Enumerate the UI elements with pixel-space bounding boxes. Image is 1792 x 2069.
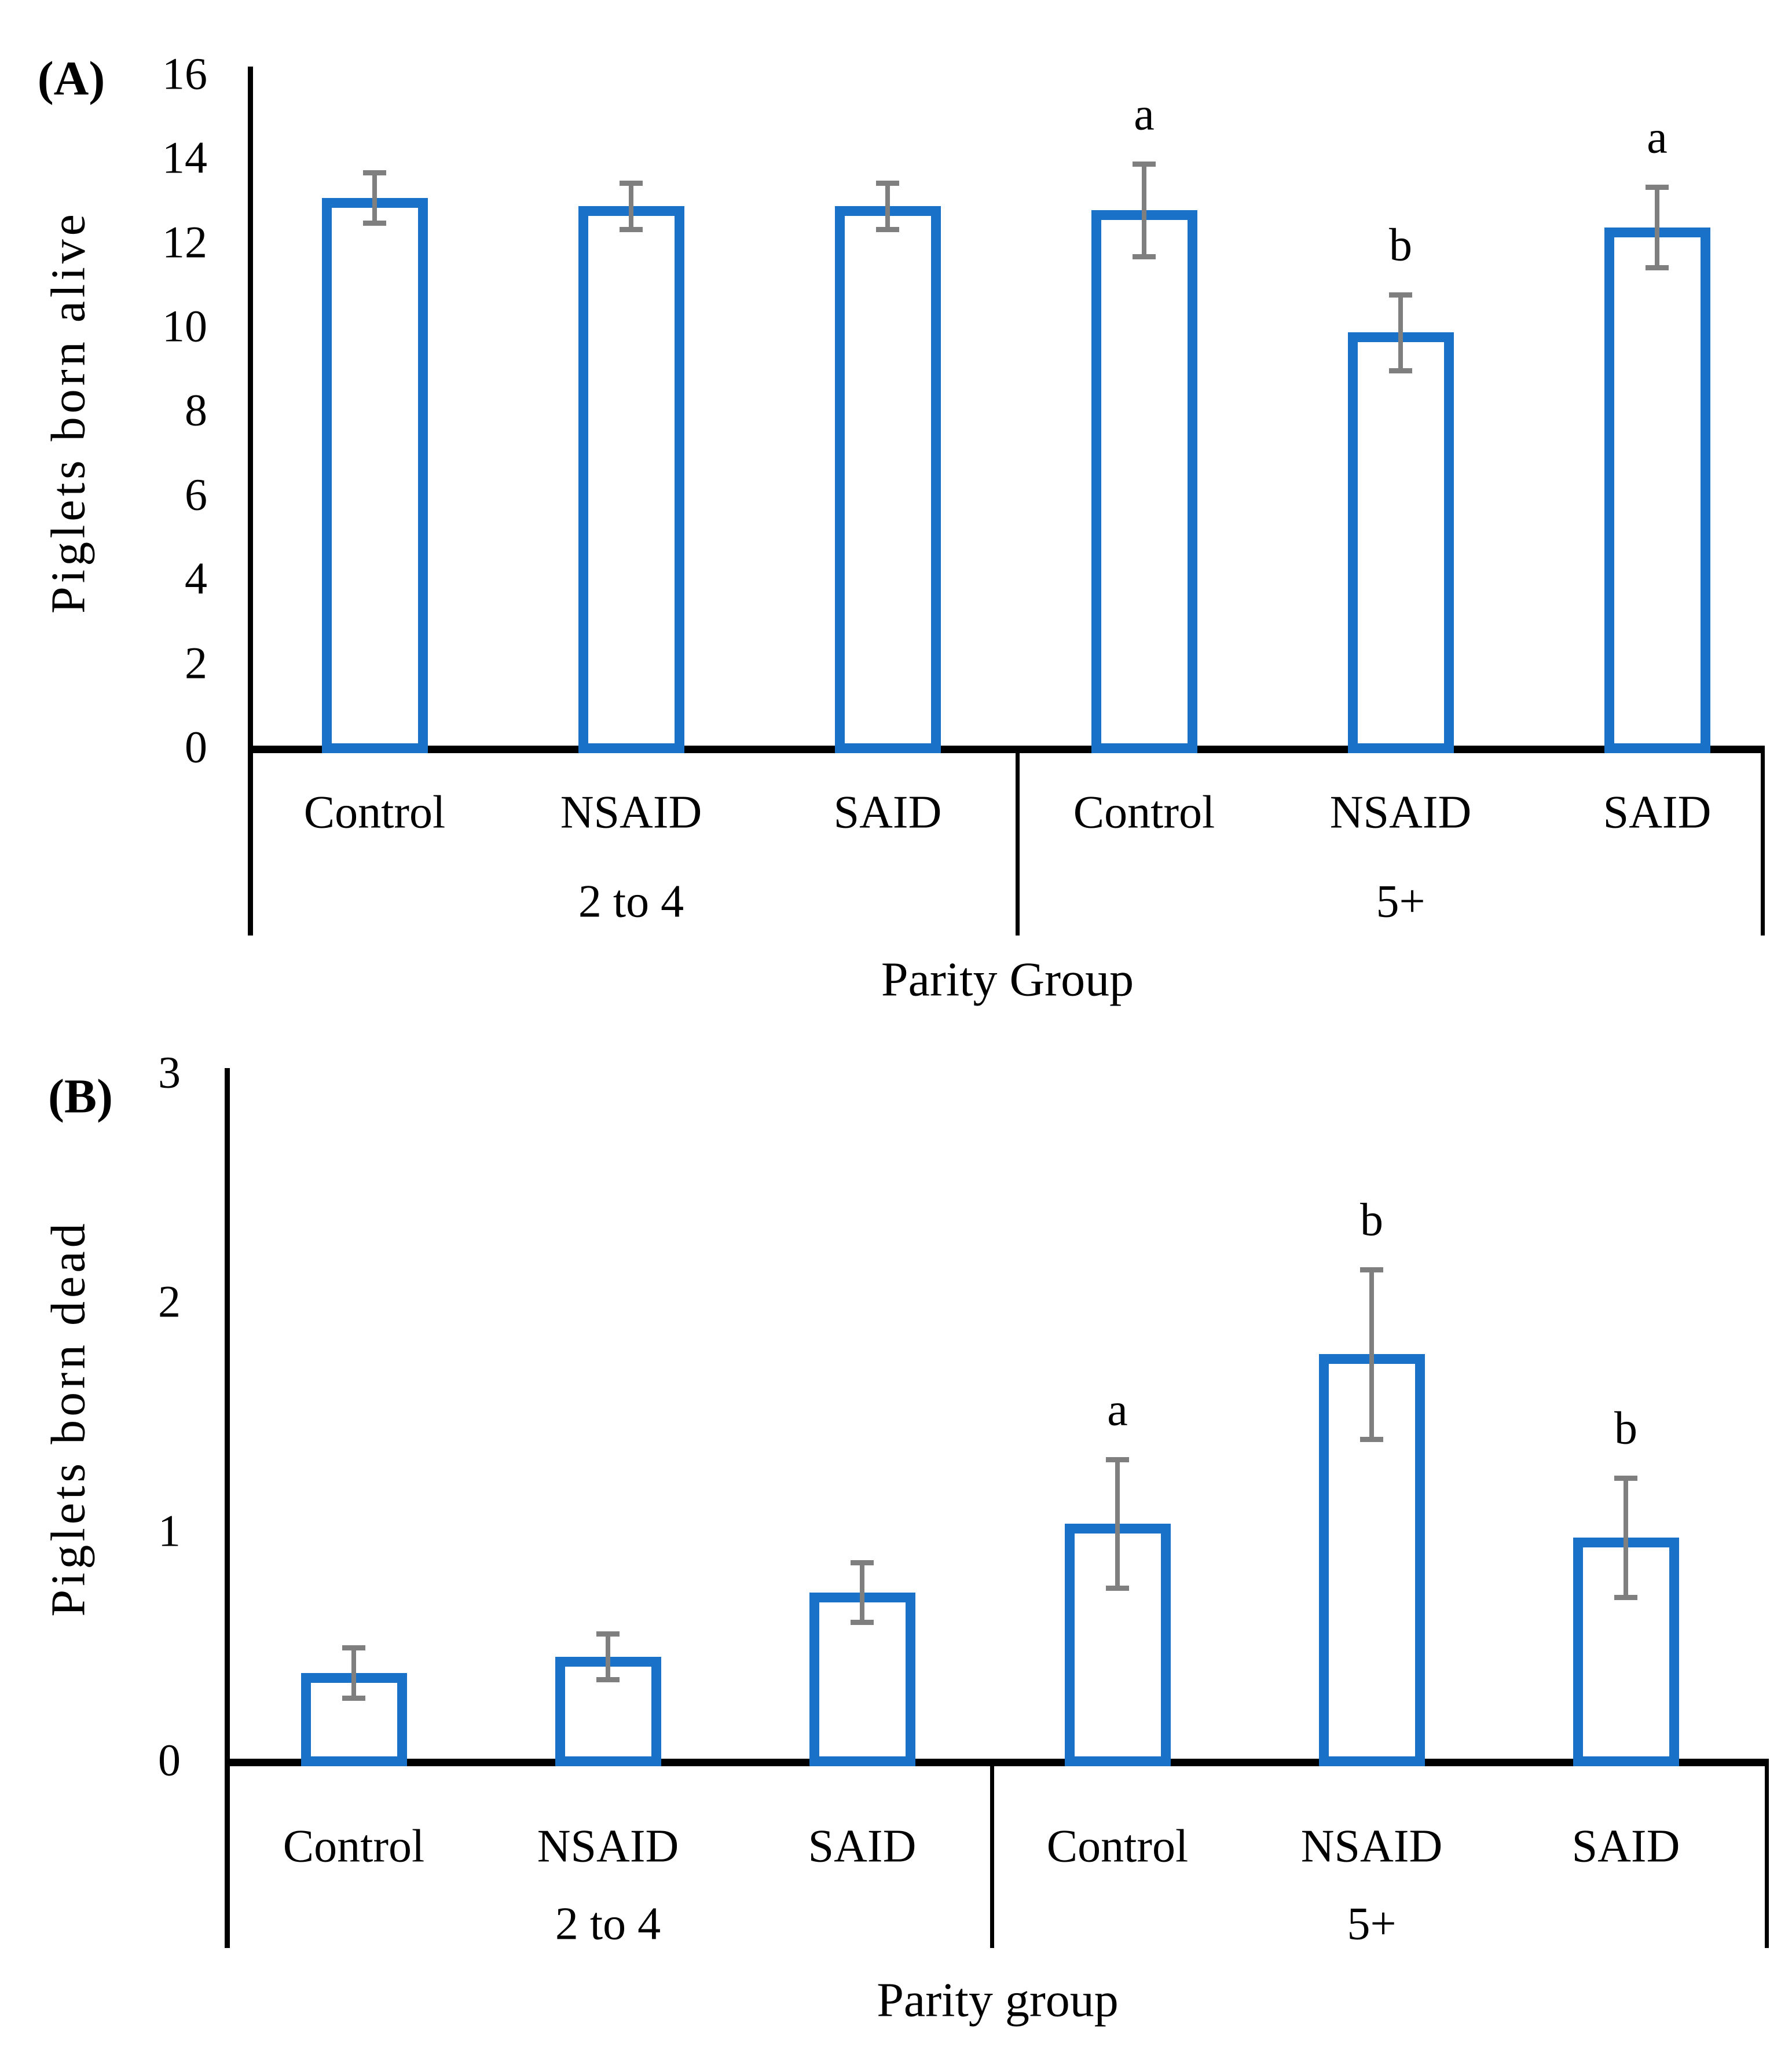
error-bar-cap-top [342,1645,365,1650]
significance-letter: a [1107,1384,1128,1436]
error-bar-line [860,1562,864,1623]
panel-a-x-axis-title: Parity Group [881,952,1134,1007]
error-bar-cap-bottom [851,1620,874,1626]
bar [321,197,428,753]
panel-a-tag: (A) [37,52,105,106]
error-bar-line [885,183,890,230]
category-label: SAID [833,787,942,838]
bar [1604,227,1710,753]
bar [1091,210,1197,753]
significance-letter: a [1647,112,1668,163]
y-axis-line [225,1068,230,1948]
panel-b-x-axis-title: Parity group [877,1973,1119,2027]
error-bar-line [1655,187,1659,267]
category-label: SAID [808,1821,917,1872]
x-axis-line [248,746,1765,753]
table-right-border [1765,1766,1769,1948]
parity-group-label: 2 to 4 [555,1898,661,1950]
error-bar-line [1369,1269,1374,1439]
error-bar-cap-top [596,1631,620,1637]
error-bar-cap-bottom [1614,1594,1637,1600]
error-bar-cap-bottom [620,227,643,233]
parity-group-label: 5+ [1347,1898,1397,1950]
category-label: NSAID [1300,1821,1443,1872]
x-axis-line [225,1759,1769,1766]
category-label: Control [303,787,446,838]
significance-letter: b [1614,1403,1637,1454]
y-tick-label: 2 [158,1276,181,1327]
group-divider-line [990,1766,994,1948]
error-bar-line [1398,294,1403,370]
y-tick-label: 1 [158,1505,181,1556]
category-label: Control [283,1821,425,1872]
bar [1347,332,1454,753]
error-bar-line [372,173,377,223]
significance-letter: a [1134,89,1155,140]
y-tick-label: 14 [162,132,207,183]
error-bar-cap-top [851,1560,874,1566]
y-tick-label: 6 [185,469,207,520]
y-tick-label: 0 [185,721,207,772]
error-bar-cap-bottom [1646,265,1669,270]
category-label: Control [1046,1821,1189,1872]
y-tick-label: 2 [185,637,207,688]
error-bar-line [1142,164,1146,257]
significance-letter: b [1360,1194,1383,1246]
error-bar-cap-top [363,170,386,175]
parity-group-label: 2 to 4 [578,876,684,927]
bar [578,206,684,753]
error-bar-cap-bottom [1133,254,1156,260]
category-label: SAID [1571,1821,1680,1872]
error-bar-line [351,1648,356,1699]
error-bar-line [629,183,633,230]
error-bar-cap-bottom [1389,368,1412,373]
error-bar-cap-top [1389,292,1412,298]
y-tick-label: 0 [158,1734,181,1785]
error-bar-cap-bottom [1106,1586,1129,1591]
y-tick-label: 3 [158,1047,181,1098]
panel-b-tag: (B) [48,1069,113,1124]
error-bar-cap-top [1106,1457,1129,1463]
error-bar-cap-top [1614,1475,1637,1481]
error-bar-cap-top [876,181,899,186]
bar [834,206,941,753]
category-label: NSAID [537,1821,679,1872]
y-tick-label: 12 [162,216,207,267]
error-bar-cap-bottom [596,1677,620,1683]
error-bar-cap-top [1646,185,1669,190]
error-bar-cap-bottom [876,227,899,233]
category-label: SAID [1603,787,1712,838]
error-bar-line [1115,1459,1120,1589]
error-bar-cap-bottom [1360,1436,1383,1442]
parity-group-label: 5+ [1376,876,1425,927]
error-bar-cap-top [620,181,643,186]
error-bar-cap-top [1360,1267,1383,1272]
y-tick-label: 10 [162,300,207,351]
table-right-border [1761,753,1765,936]
panel-a-plot-area: 0 2 4 6 8 10 12 14 16 Control NSAID SAID 2 to 4 a Cont… [162,48,1765,936]
significance-letter: b [1389,219,1412,271]
category-label: NSAID [560,787,702,838]
category-label: NSAID [1329,787,1472,838]
error-bar-cap-bottom [342,1696,365,1701]
y-tick-label: 16 [162,48,207,99]
error-bar-line [606,1634,610,1680]
category-label: Control [1073,787,1215,838]
y-tick-label: 8 [185,384,207,435]
y-axis-line [248,67,253,936]
y-tick-label: 4 [185,553,207,604]
panel-b-plot-area: 0 1 2 3 Control NSAID SAID 2 to 4 a Control b NSAID… [0,1036,1792,2069]
group-divider-line [1016,753,1020,936]
error-bar-line [1624,1477,1628,1597]
error-bar-cap-top [1133,162,1156,167]
error-bar-cap-bottom [363,221,386,226]
